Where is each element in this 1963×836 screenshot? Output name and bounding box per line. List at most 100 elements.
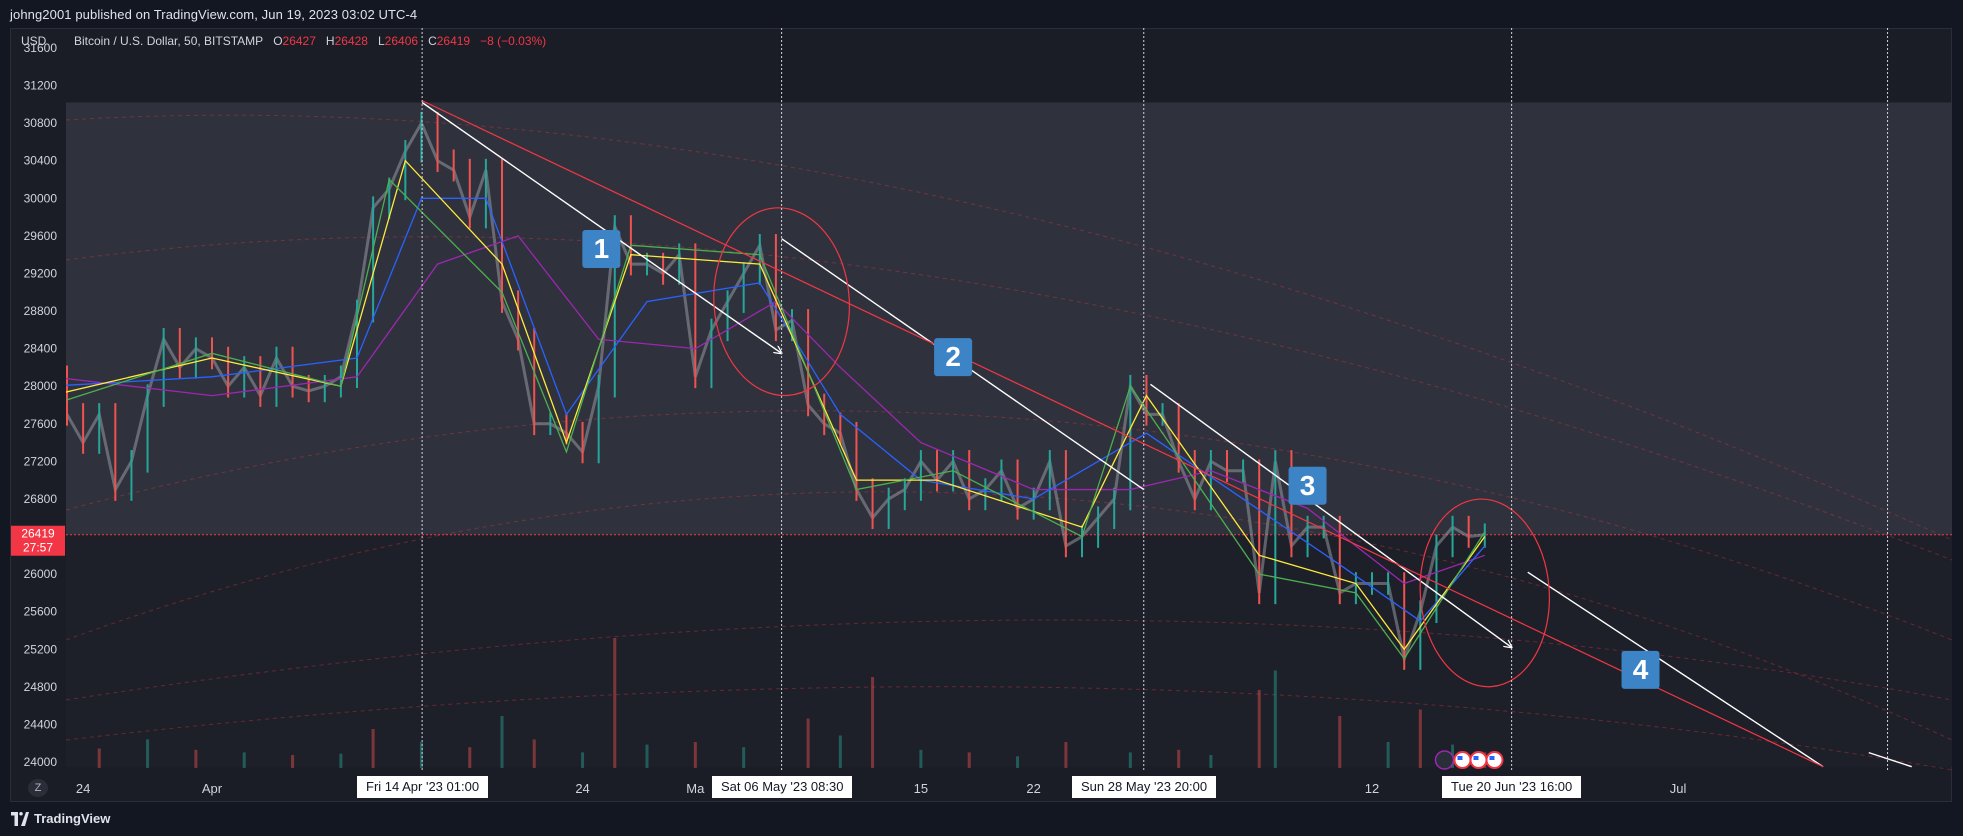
wave-label-box [934, 338, 973, 377]
volume-bar [1209, 755, 1213, 768]
close-label: C [428, 34, 437, 48]
plot-area: 1 2 3 4 [66, 100, 1952, 771]
auto-scale-toggle[interactable]: Z [28, 779, 48, 797]
high-label: H [325, 34, 335, 48]
ema-line-0 [66, 235, 1485, 585]
volume-bar [1016, 756, 1020, 768]
y-tick-label: 28400 [24, 342, 58, 356]
symbol-legend[interactable]: Bitcoin / U.S. Dollar, 50, BITSTAMP O264… [74, 34, 546, 48]
volume-bar [500, 716, 504, 768]
y-tick-label: 24800 [24, 680, 58, 694]
dashed-arc [66, 491, 1952, 741]
volume-bar [1386, 742, 1390, 768]
volume-bar [1257, 690, 1261, 768]
volume-bar [1064, 742, 1068, 768]
publish-text: johng2001 published on TradingView.com, … [10, 7, 418, 22]
trendline-3 [1527, 571, 1824, 768]
y-tick-label: 28800 [24, 304, 58, 318]
x-tick-label: 22 [1026, 781, 1040, 796]
wave-label-box [1288, 466, 1327, 505]
price-zone-upper [66, 102, 1952, 535]
dashed-arc [66, 114, 1952, 541]
x-tick-label: 24 [76, 781, 90, 796]
brand-name: TradingView [34, 811, 111, 826]
y-tick-label: 31200 [24, 79, 58, 93]
volume-bar [371, 729, 375, 768]
price-badge-countdown: 27:57 [23, 541, 53, 555]
y-tick-label: 25600 [24, 605, 58, 619]
price-badge-value: 26419 [21, 527, 55, 541]
x-axis-date-flag: Fri 14 Apr '23 01:00 [357, 776, 489, 798]
close-value: 26419 [436, 34, 471, 48]
volume-bar [532, 739, 536, 768]
volume-bar [468, 747, 472, 768]
y-tick-label: 31600 [24, 41, 58, 55]
volume-bar [645, 744, 649, 768]
dashed-arc [66, 236, 1952, 561]
trendline-5 [421, 100, 1824, 768]
price-shadow-line [66, 119, 1485, 665]
annotation-circle [1419, 498, 1550, 688]
tradingview-logo-icon [11, 812, 29, 826]
dashed-arc [66, 686, 1952, 771]
volume-bar [146, 739, 150, 768]
x-tick-label: Ma [686, 781, 705, 796]
y-tick-label: 27200 [24, 454, 58, 468]
volume-bar [693, 742, 697, 768]
trendline-0 [421, 101, 781, 353]
y-tick-label: 26800 [24, 492, 58, 506]
volume-bar [339, 753, 343, 768]
y-tick-label: 29600 [24, 229, 58, 243]
wave-label: 3 [1300, 470, 1316, 501]
wave-label-box [582, 230, 621, 269]
volume-bar [194, 749, 198, 768]
brand-footer: TradingView [0, 802, 1963, 836]
volume-bar [871, 677, 875, 768]
wave-label: 4 [1633, 654, 1649, 685]
trendline-4 [1868, 751, 1912, 768]
x-axis-date-flag: Tue 20 Jun '23 16:00 [1442, 776, 1582, 798]
wave-label-box [1621, 650, 1660, 689]
x-tick-label: Apr [202, 781, 223, 796]
trendline-2 [1150, 383, 1511, 647]
flag-us-icon-2-canton [1473, 756, 1479, 760]
x-axis-date-flag: Sat 06 May '23 08:30 [712, 776, 853, 798]
y-tick-label: 24000 [24, 755, 58, 769]
volume-bar [919, 749, 923, 768]
volume-bar [1338, 716, 1342, 768]
y-tick-label: 30400 [24, 154, 58, 168]
ema-line-3 [66, 178, 1486, 660]
x-tick-label: Jul [1670, 781, 1687, 796]
high-value: 26428 [334, 34, 368, 48]
flag-us-icon-3-canton [1489, 756, 1495, 760]
wave-label: 1 [594, 233, 610, 264]
annotation-circle [713, 207, 851, 397]
dashed-arc [66, 410, 1952, 641]
event-lightning-icon [1434, 750, 1455, 770]
volume-bar [967, 752, 971, 768]
y-tick-label: 28000 [24, 379, 58, 393]
y-tick-label: 26000 [24, 567, 58, 581]
y-tick-label: 24400 [24, 717, 58, 731]
publish-header: johng2001 published on TradingView.com, … [0, 0, 1963, 28]
flag-us-icon-1-canton [1457, 756, 1463, 760]
dashed-arc [66, 619, 1952, 701]
volume-bar [97, 748, 101, 768]
volume-bar [806, 718, 810, 768]
low-label: L [377, 34, 385, 48]
volume-bar [1128, 752, 1132, 768]
open-value: 26427 [282, 34, 316, 48]
volume-bar [242, 752, 246, 768]
volume-bar [291, 755, 295, 768]
price-badge [11, 525, 65, 556]
symbol-name[interactable]: Bitcoin / U.S. Dollar, 50, BITSTAMP [74, 34, 264, 48]
x-tick-label: 15 [914, 781, 928, 796]
volume-bar [1273, 670, 1277, 768]
wave-label: 2 [945, 341, 961, 372]
volume-bar [1177, 749, 1181, 768]
low-value: 26406 [384, 34, 419, 48]
volume-bar [742, 747, 746, 768]
currency-label: USD [21, 34, 47, 48]
y-tick-label: 25200 [24, 642, 58, 656]
